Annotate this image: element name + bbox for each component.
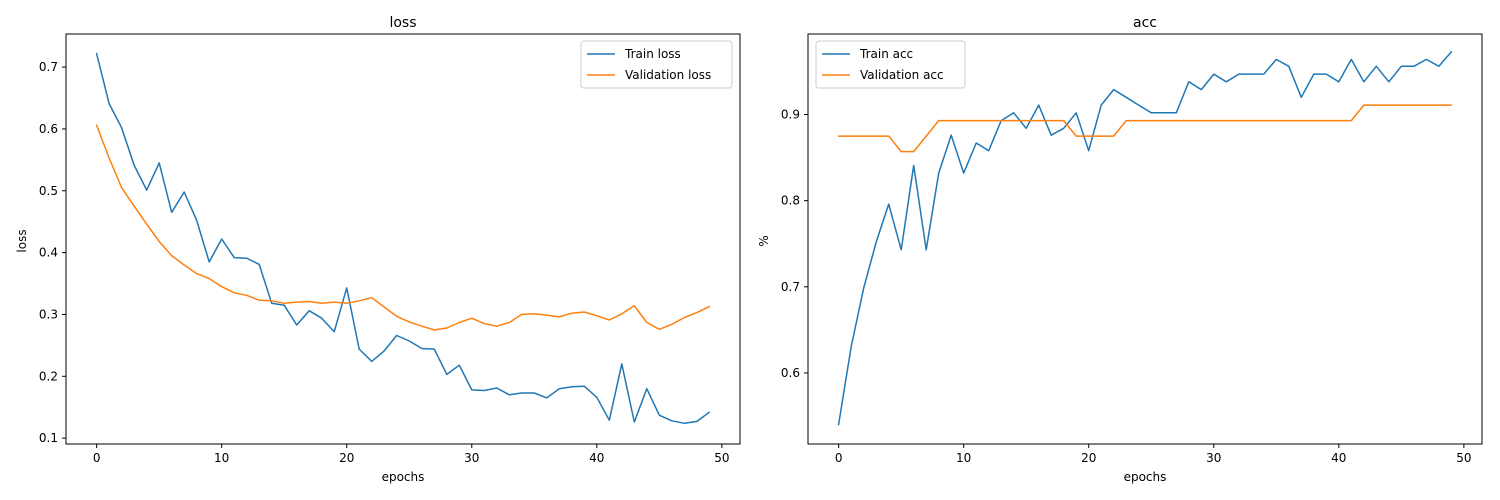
acc-x-tick-label: 20 [1081,451,1096,465]
acc-axes-frame [807,33,1483,445]
acc-series-validation-acc [837,104,1453,153]
acc-legend-label: Train acc [859,47,913,61]
loss-axes-frame [65,33,741,445]
loss-legend-label: Train loss [624,47,681,61]
loss-legend-box [580,40,733,89]
loss-series-validation-loss [95,124,711,331]
loss-chart: loss 0 10 20 30 40 50 0.1 0.2 0.3 0.4 0.5 0.6 0.7 e… [15,15,741,484]
acc-legend-label: Validation acc [860,68,944,82]
loss-series-train-loss [95,52,711,425]
acc-x-axis-label: epochs [1124,470,1167,484]
acc-legend-box [815,40,966,89]
acc-plot-area [807,33,1483,445]
acc-y-axis-label: % [757,235,771,246]
loss-y-tick-label: 0.7 [39,60,58,74]
acc-series-lines [837,50,1453,426]
loss-x-tick-label: 0 [93,451,101,465]
acc-x-tick-label: 0 [835,451,843,465]
loss-y-ticks: 0.1 0.2 0.3 0.4 0.5 0.6 0.7 [39,60,66,445]
loss-y-tick-label: 0.2 [39,369,58,383]
loss-chart-title: loss [389,15,416,31]
loss-y-tick-label: 0.3 [39,307,58,321]
acc-x-tick-label: 30 [1206,451,1221,465]
loss-x-tick-label: 20 [339,451,354,465]
acc-y-tick-label: 0.7 [781,280,800,294]
loss-x-tick-label: 40 [589,451,604,465]
loss-legend-label: Validation loss [625,68,711,82]
loss-y-tick-label: 0.4 [39,246,58,260]
loss-y-axis-label: loss [15,229,29,252]
loss-y-tick-label: 0.1 [39,431,58,445]
loss-plot-area [65,33,741,445]
acc-x-tick-label: 40 [1331,451,1346,465]
acc-chart-title: acc [1133,15,1157,31]
loss-x-ticks: 0 10 20 30 40 50 [93,444,730,465]
acc-series-train-acc [837,50,1453,426]
acc-legend: Train acc Validation acc [815,40,966,89]
acc-y-ticks: 0.6 0.7 0.8 0.9 [781,108,808,380]
acc-y-tick-label: 0.8 [781,194,800,208]
acc-y-tick-label: 0.9 [781,108,800,122]
acc-x-tick-label: 10 [956,451,971,465]
acc-chart: acc 0 10 20 30 40 50 0.6 0.7 0.8 0.9 epochs % Tr… [757,15,1483,484]
loss-y-tick-label: 0.5 [39,184,58,198]
acc-x-ticks: 0 10 20 30 40 50 [835,444,1472,465]
loss-series-lines [95,52,711,425]
loss-legend: Train loss Validation loss [580,40,733,89]
loss-x-tick-label: 30 [464,451,479,465]
loss-x-tick-label: 10 [214,451,229,465]
acc-x-tick-label: 50 [1456,451,1471,465]
loss-x-tick-label: 50 [714,451,729,465]
loss-y-tick-label: 0.6 [39,122,58,136]
acc-y-tick-label: 0.6 [781,366,800,380]
loss-x-axis-label: epochs [382,470,425,484]
